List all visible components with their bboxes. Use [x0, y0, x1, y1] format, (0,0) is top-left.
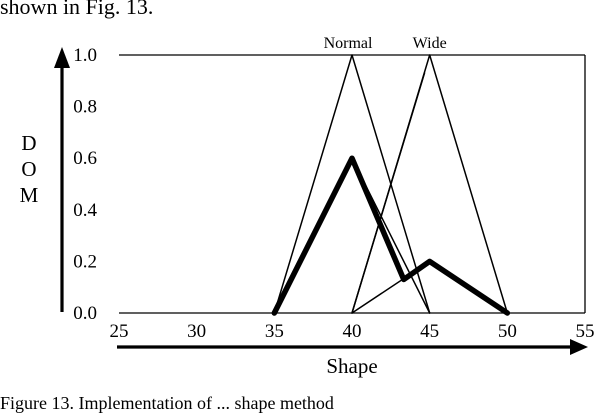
figure-caption: Figure 13. Implementation of ... shape m…: [0, 393, 334, 413]
x-tick-label: 45: [420, 321, 439, 342]
x-tick-label: 25: [110, 321, 129, 342]
x-tick-label: 30: [187, 321, 206, 342]
y-tick-label: 0.4: [73, 200, 97, 221]
aggregate-output-line: [271, 155, 511, 316]
membership-line: [273, 54, 431, 314]
membership-line: [351, 72, 426, 314]
y-tick-label: 1.0: [73, 45, 97, 66]
x-tick-label: 35: [265, 321, 284, 342]
y-axis-label-letter: D: [21, 131, 36, 155]
body-text: shown in Fig. 13.: [0, 0, 154, 19]
y-axis-label-letter: O: [21, 157, 36, 181]
y-axis-label-letter: M: [20, 183, 39, 207]
y-tick-label: 0.0: [73, 303, 97, 324]
x-axis-arrow-head: [570, 339, 588, 355]
membership-line: [351, 260, 509, 314]
y-tick-label: 0.2: [73, 251, 97, 272]
y-tick-label: 0.6: [73, 148, 97, 169]
membership-line: [351, 54, 509, 314]
membership-label: Wide: [413, 35, 447, 52]
x-tick-label: 50: [498, 321, 517, 342]
membership-label: Normal: [324, 35, 373, 52]
x-axis-label: Shape: [326, 354, 377, 378]
x-tick-label: 55: [576, 321, 595, 342]
x-tick-label: 40: [343, 321, 362, 342]
y-axis-arrow-head: [54, 47, 70, 68]
y-tick-label: 0.8: [73, 97, 97, 118]
